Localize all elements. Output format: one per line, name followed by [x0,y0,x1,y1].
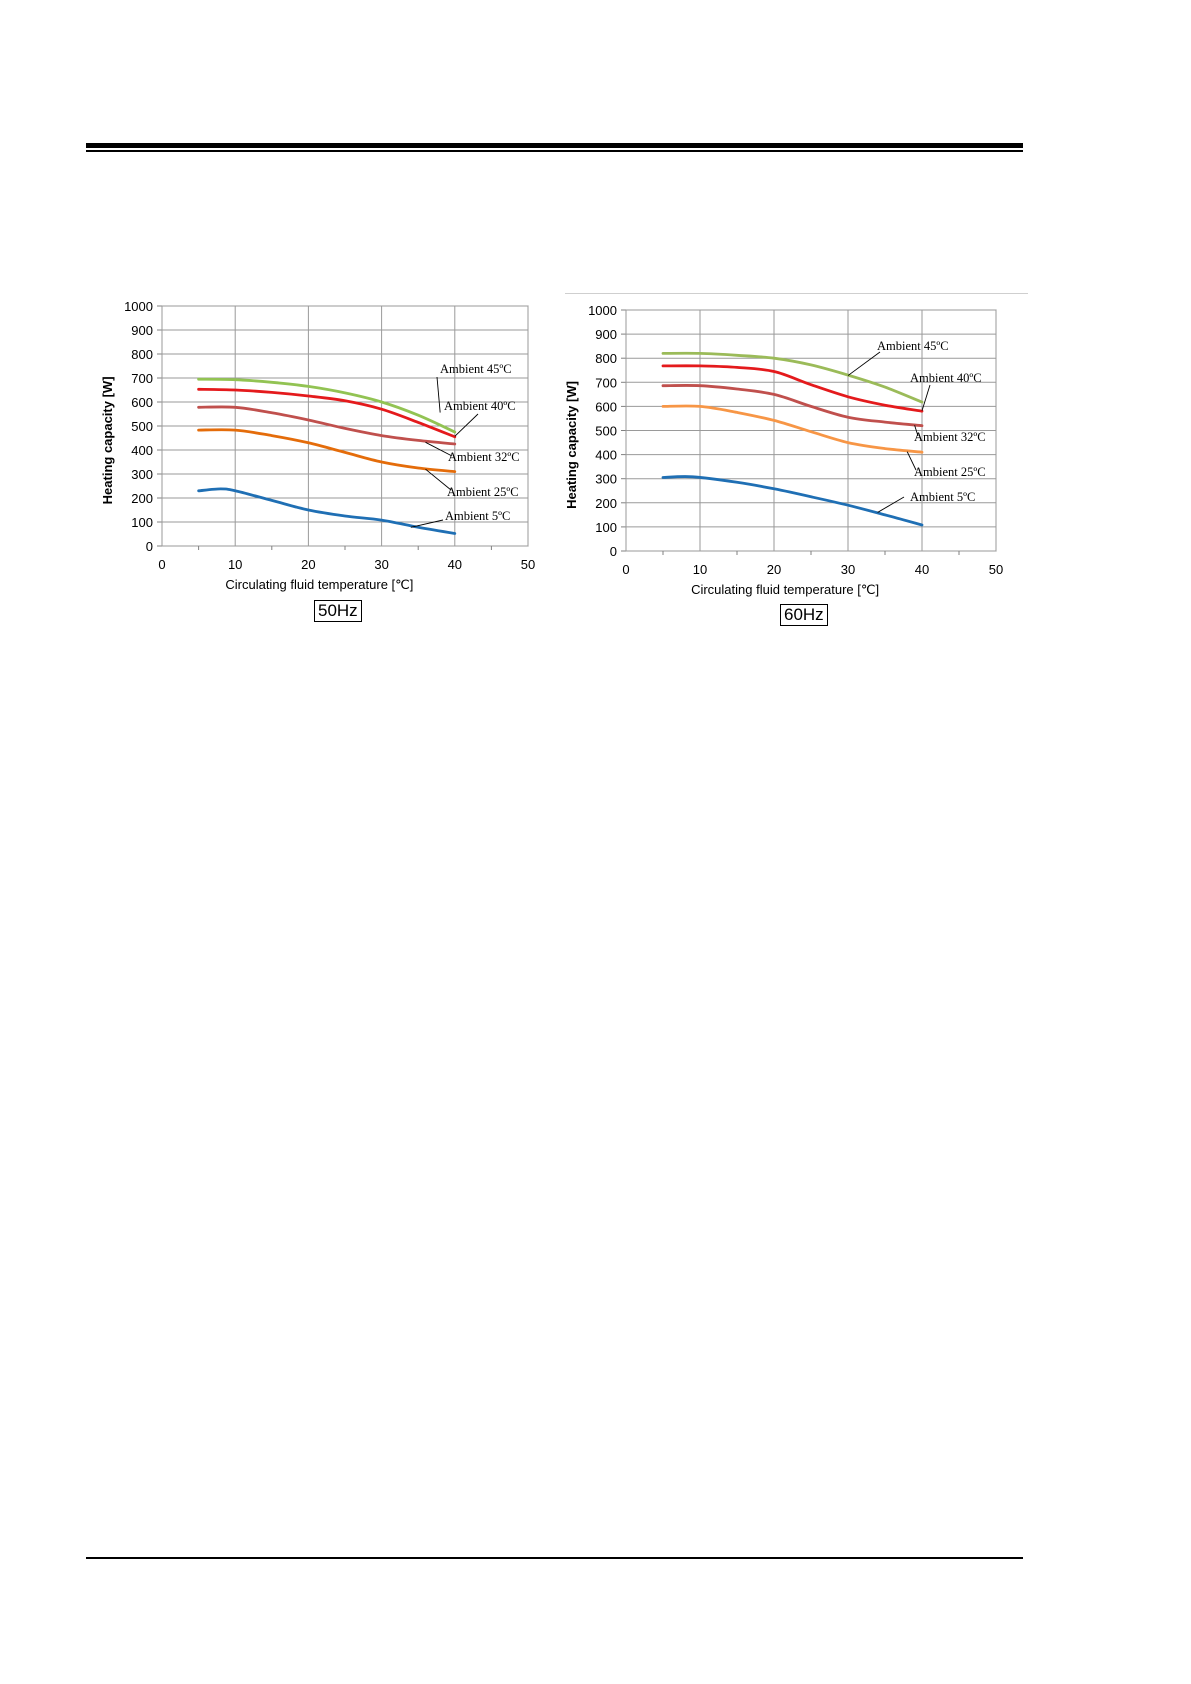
series-line-1 [197,377,457,434]
annotation-leader-line [877,496,905,513]
y-tick-label: 700 [595,375,617,390]
y-tick-label: 500 [595,424,617,439]
annotation-label: Ambient 40ºC [910,371,982,385]
chart-separator-line [565,293,1028,294]
y-tick-label: 200 [131,491,153,506]
y-tick-label: 0 [146,539,153,554]
annotation-label: Ambient 40ºC [444,399,516,413]
x-tick-label: 50 [521,557,535,572]
x-tick-label: 30 [841,562,855,577]
annotation-label: Ambient 45ºC [440,362,512,376]
y-tick-label: 200 [595,496,617,511]
series-line-2 [661,364,924,413]
y-tick-label: 1000 [588,303,617,318]
annotation-label: Ambient 5ºC [910,490,975,504]
annotation-leader-line [425,468,452,491]
annotation-leader-line [454,413,479,437]
y-axis-label: Heating capacity [W] [100,376,115,504]
annotation-label: Ambient 25ºC [447,485,519,499]
header-rule-thick [86,143,1023,148]
y-tick-label: 0 [610,544,617,559]
y-tick-label: 700 [131,371,153,386]
x-tick-label: 20 [301,557,315,572]
x-tick-label: 0 [622,562,629,577]
header-rule-thin [86,150,1023,152]
annotation-leader-line [906,451,917,471]
x-tick-label: 20 [767,562,781,577]
chart-60hz: 0 100 200 300 400 500 600 700 800 900 1000 0 10 20 30 4… [564,303,1003,597]
annotation-label: Ambient 5ºC [445,509,510,523]
annotation-leader-line [425,441,453,457]
y-tick-label: 300 [131,467,153,482]
footer-rule [86,1557,1023,1559]
x-tick-label: 50 [989,562,1003,577]
y-tick-label: 600 [595,399,617,414]
annotation-label: Ambient 25ºC [914,465,986,479]
x-axis-label: Circulating fluid temperature [℃] [225,577,413,592]
annotation-leader-line [410,519,444,528]
x-tick-label: 40 [915,562,929,577]
x-tick-label: 40 [448,557,462,572]
x-tick-label: 10 [693,562,707,577]
chart-50hz: 0 100 200 300 400 500 600 700 800 900 1000 0 10 20 30 4… [100,299,535,592]
x-tick-label: 0 [158,557,165,572]
series-line-2 [197,387,457,439]
annotation-label: Ambient 32ºC [448,450,520,464]
annotation-label: Ambient 32ºC [914,430,986,444]
annotation-leader-line [847,351,881,376]
series-line-3 [661,384,924,428]
y-tick-label: 100 [595,520,617,535]
series-line-3 [197,405,457,446]
annotation-label: Ambient 45ºC [877,339,949,353]
x-tick-label: 10 [228,557,242,572]
series-line-1 [661,351,924,404]
x-axis-label: Circulating fluid temperature [℃] [691,582,879,597]
annotation-leader-line [921,384,931,411]
y-tick-label: 100 [131,515,153,530]
series-line-4 [661,404,924,454]
frequency-label-50hz: 50Hz [314,600,362,622]
y-tick-label: 1000 [124,299,153,314]
y-tick-label: 400 [131,443,153,458]
y-tick-label: 300 [595,472,617,487]
series-line-4 [197,428,457,473]
frequency-label-60hz: 60Hz [780,604,828,626]
y-tick-label: 400 [595,448,617,463]
series-line-5 [197,487,457,535]
y-tick-label: 800 [131,347,153,362]
annotation-leader-line [436,376,441,413]
y-tick-label: 800 [595,351,617,366]
x-tick-label: 30 [374,557,388,572]
y-tick-label: 600 [131,395,153,410]
series-line-5 [661,475,924,527]
y-tick-label: 500 [131,419,153,434]
y-tick-label: 900 [595,327,617,342]
annotation-leader-line [914,425,919,437]
y-axis-label: Heating capacity [W] [564,381,579,509]
y-tick-label: 900 [131,323,153,338]
